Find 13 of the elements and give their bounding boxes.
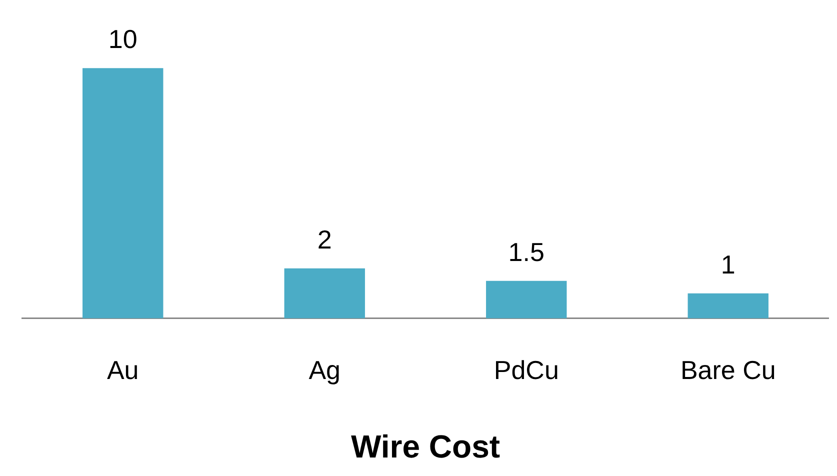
data-label: 1 <box>720 250 736 280</box>
x-axis-title: Wire Cost <box>350 428 500 465</box>
bar <box>486 280 567 318</box>
x-tick-label: PdCu <box>494 355 559 386</box>
bar <box>284 268 365 318</box>
data-label: 10 <box>108 24 138 54</box>
bar <box>82 68 164 318</box>
x-tick-label: Bare Cu <box>680 355 776 386</box>
data-label: 2 <box>317 224 332 255</box>
data-label: 1.5 <box>508 237 544 268</box>
x-tick-label: Au <box>106 355 139 386</box>
bar <box>688 293 768 318</box>
x-tick-label: Ag <box>308 355 341 386</box>
